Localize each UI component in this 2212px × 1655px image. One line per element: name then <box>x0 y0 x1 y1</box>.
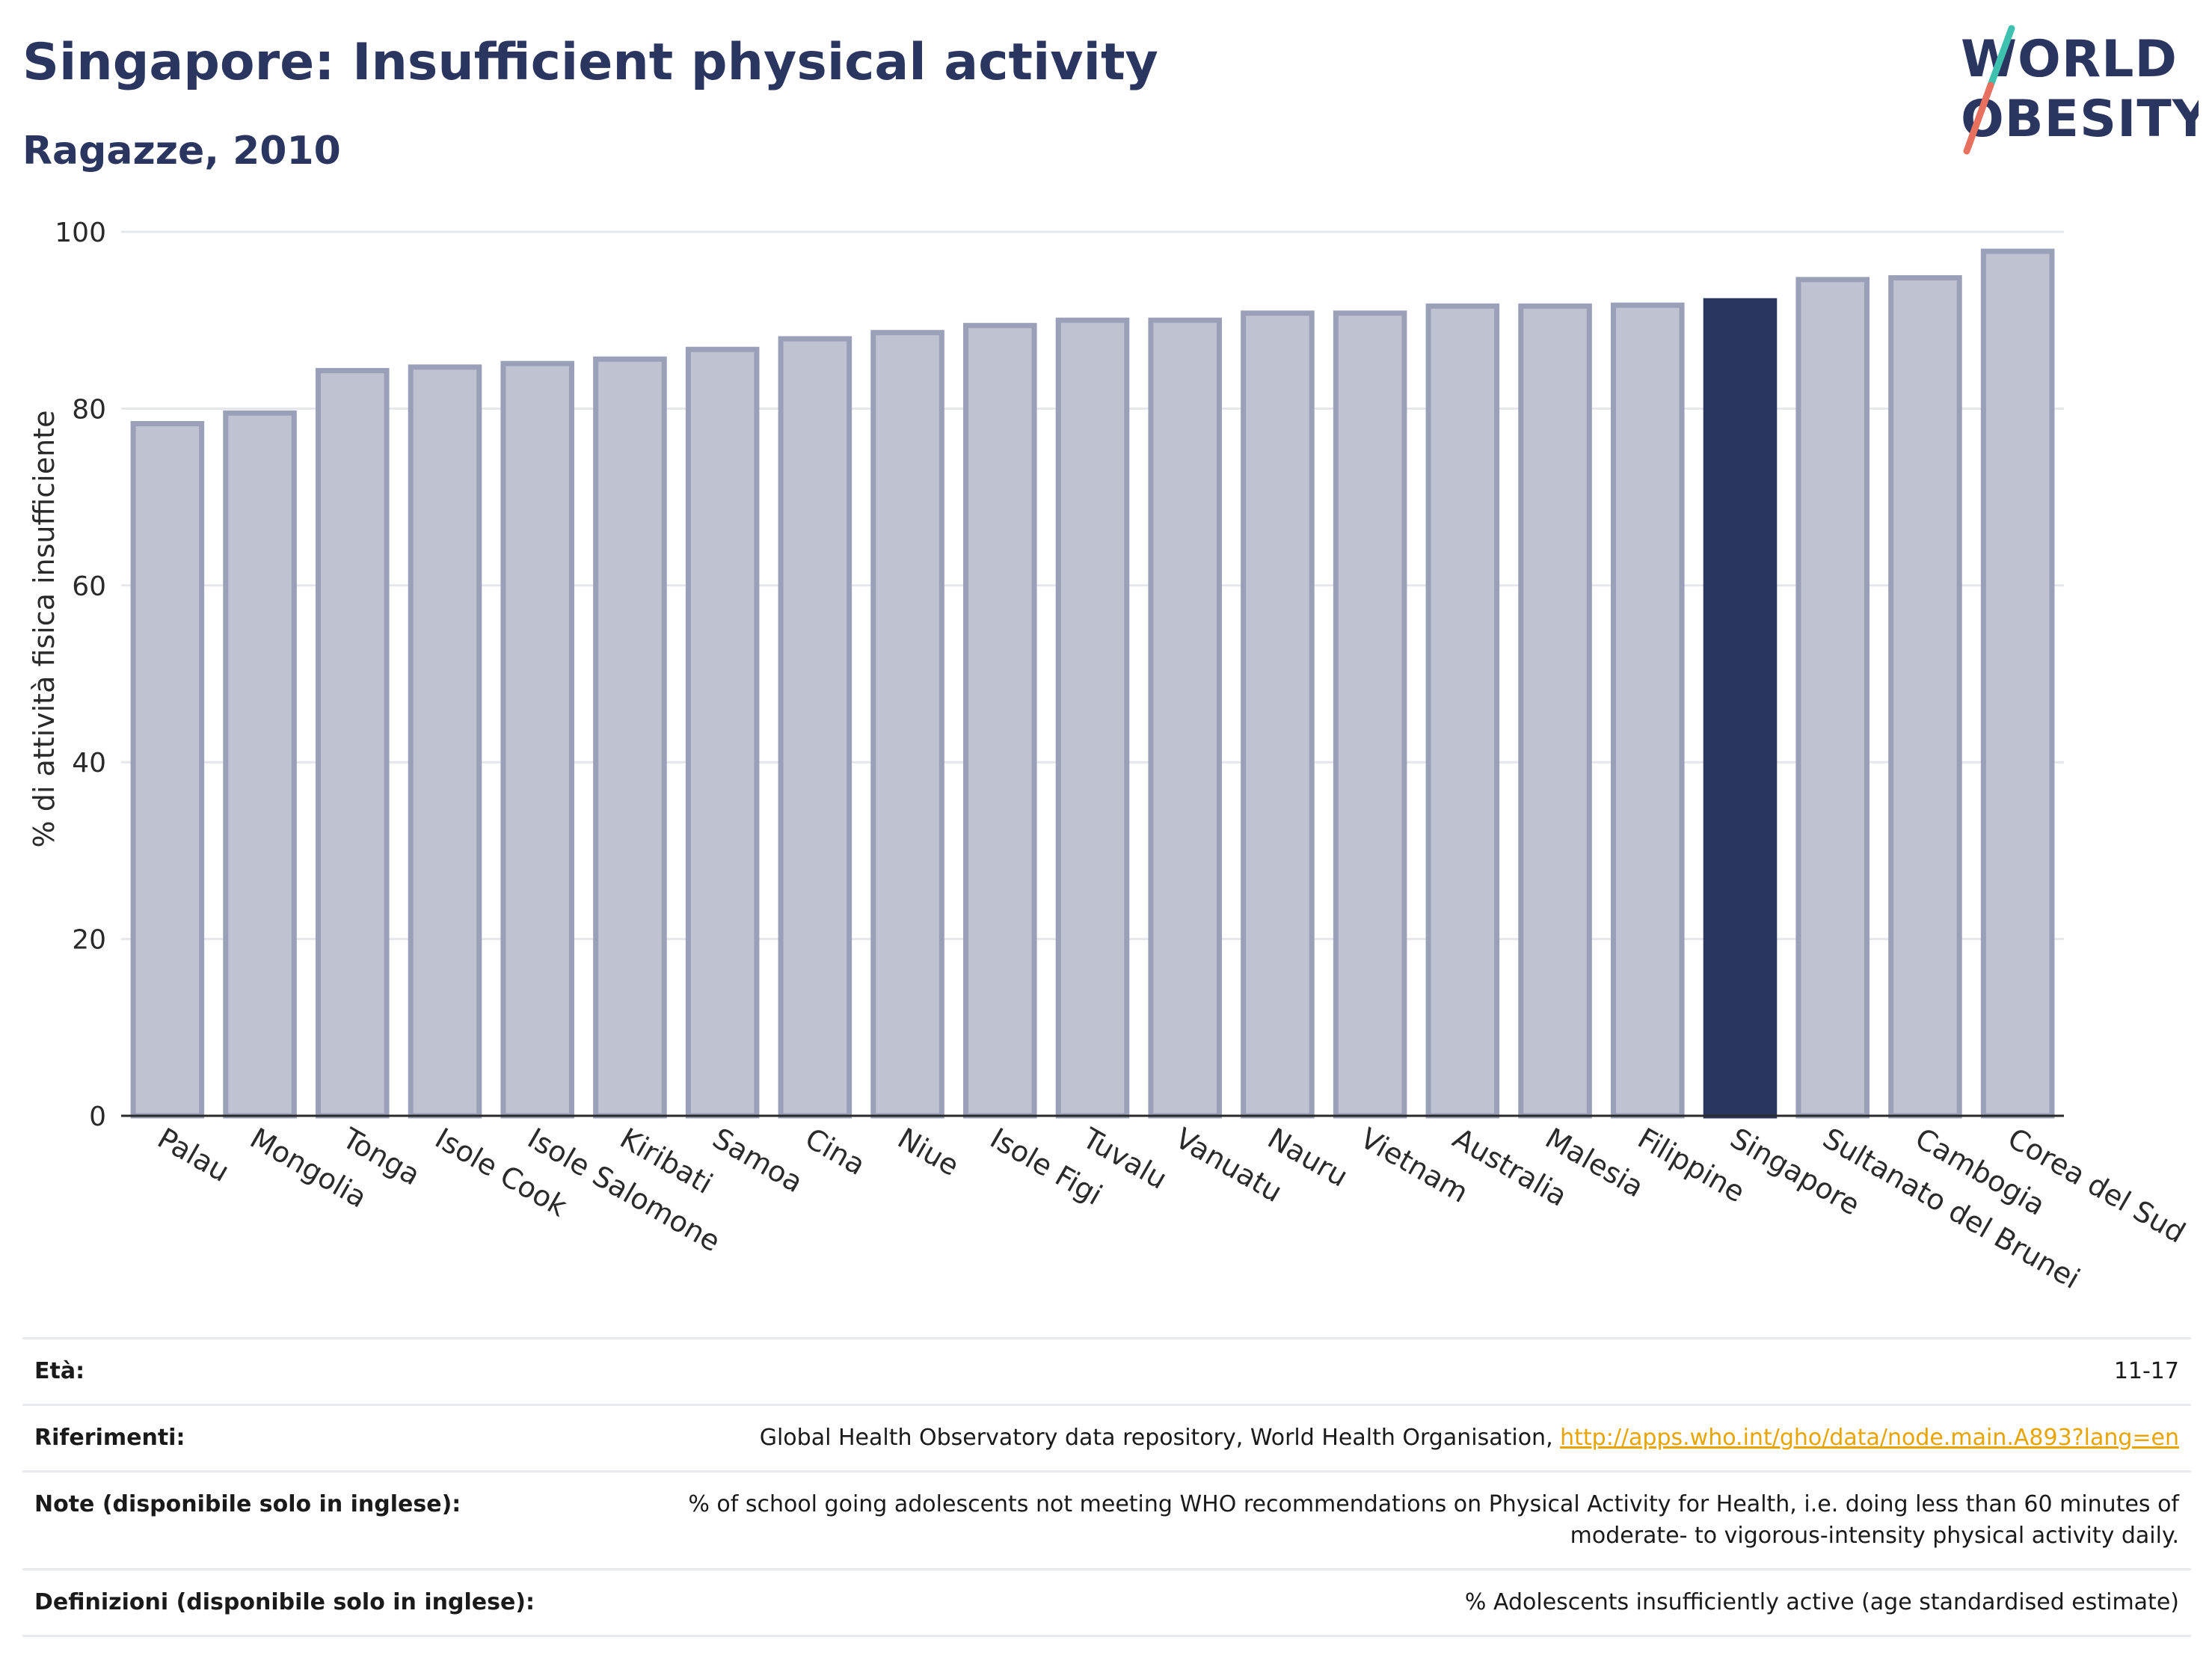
info-row-references: Riferimenti: Global Health Observatory d… <box>22 1404 2191 1472</box>
bar-highlight <box>1703 298 1778 1119</box>
info-value-age: 11-17 <box>2113 1358 2179 1384</box>
info-key-notes: Note (disponibile solo in inglese): <box>34 1491 461 1517</box>
bar <box>870 330 944 1119</box>
bar <box>1425 303 1500 1119</box>
chart-subtitle: Ragazze, 2010 <box>22 129 341 174</box>
logo-text-obesity: OBESITY <box>1961 90 2199 149</box>
y-tick-label: 100 <box>55 218 106 248</box>
info-value-references: Global Health Observatory data repositor… <box>615 1405 2191 1472</box>
bars <box>130 248 2055 1119</box>
world-obesity-logo: WORLD OBESITY <box>1961 25 2199 155</box>
info-row-notes: Note (disponibile solo in inglese): % of… <box>22 1471 2191 1570</box>
bar <box>685 346 760 1119</box>
y-tick-label: 80 <box>72 394 106 425</box>
bar <box>1518 303 1592 1119</box>
y-tick-label: 0 <box>89 1102 106 1132</box>
x-tick-label: Vanuatu <box>1170 1122 1288 1209</box>
y-tick-label: 40 <box>72 748 106 779</box>
bar <box>1333 310 1407 1119</box>
bar <box>223 410 297 1119</box>
bar <box>130 420 205 1119</box>
bar <box>778 336 852 1119</box>
x-tick-label: Cina <box>799 1122 870 1182</box>
info-value-definitions: % Adolescents insufficiently active (age… <box>1464 1589 2179 1615</box>
info-row-age: Età: 11-17 <box>22 1338 2191 1405</box>
info-key-references: Riferimenti: <box>34 1425 185 1451</box>
x-tick-label: Samoa <box>707 1122 808 1200</box>
y-axis-title: % di attività fisica insufficiente <box>28 411 61 848</box>
bar <box>1148 317 1222 1119</box>
bar <box>1795 277 1870 1119</box>
info-table: Età: 11-17 Riferimenti: Global Health Ob… <box>22 1337 2191 1637</box>
references-link[interactable]: http://apps.who.int/gho/data/node.main.A… <box>1560 1425 2179 1451</box>
info-value-notes: % of school going adolescents not meetin… <box>688 1491 2179 1549</box>
bar <box>316 368 390 1119</box>
bar <box>1980 248 2055 1119</box>
logo-slash-bottom <box>1963 82 1994 155</box>
y-tick-label: 60 <box>72 571 106 602</box>
info-key-age: Età: <box>34 1358 85 1384</box>
info-key-definitions: Definizioni (disponibile solo in inglese… <box>34 1589 535 1615</box>
x-tick-label: Niue <box>892 1122 965 1182</box>
x-tick-label: Filippine <box>1632 1122 1751 1209</box>
bar <box>1888 274 1962 1119</box>
bar <box>1241 310 1315 1119</box>
chart-title: Singapore: Insufficient physical activit… <box>22 33 1158 92</box>
bar <box>963 322 1037 1119</box>
references-text: Global Health Observatory data repositor… <box>759 1425 1561 1451</box>
bar <box>1055 317 1130 1119</box>
logo-slash-top <box>1987 25 2015 89</box>
y-tick-label: 20 <box>72 925 106 956</box>
bar <box>500 360 574 1119</box>
y-axis-ticks: 0 20 40 60 80 100 <box>55 218 106 1132</box>
bar <box>1611 302 1685 1119</box>
info-row-definitions: Definizioni (disponibile solo in inglese… <box>22 1569 2191 1636</box>
bar <box>593 356 667 1119</box>
x-tick-label: Palau <box>152 1122 235 1188</box>
bar <box>408 364 482 1119</box>
